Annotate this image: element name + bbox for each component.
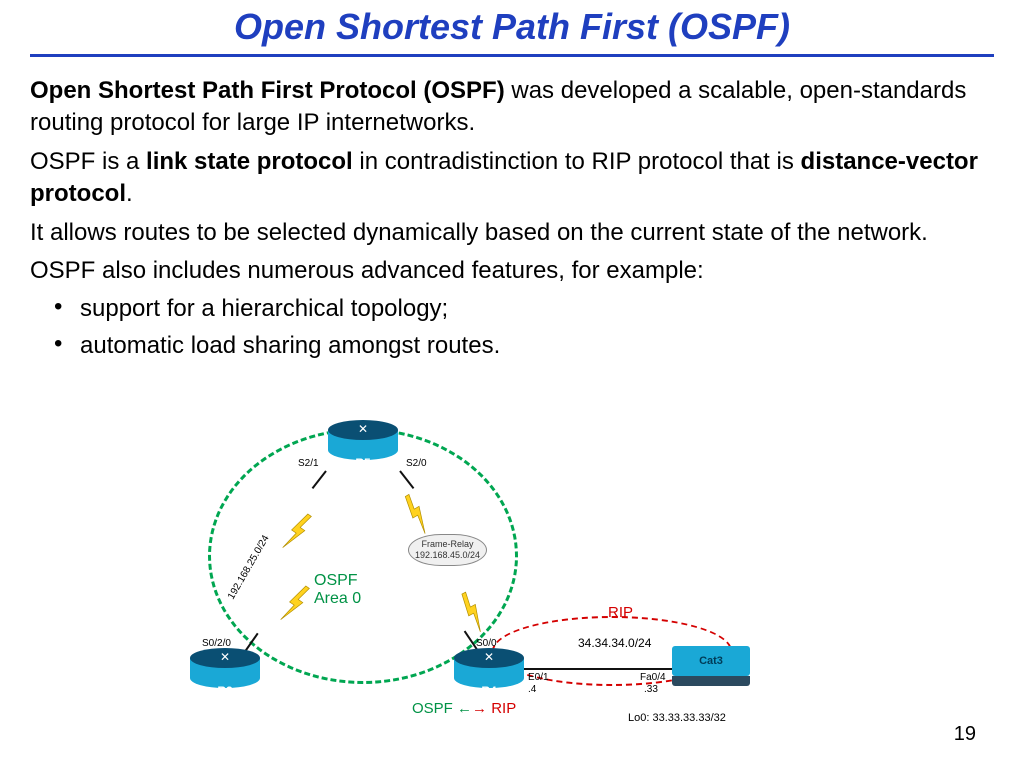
rip-label: RIP [608, 604, 633, 621]
list-item: support for a hierarchical topology; [54, 293, 994, 325]
switch-cat3: Cat3 [672, 646, 750, 686]
router-r4: ✕ R4 [454, 656, 524, 698]
page-title: Open Shortest Path First (OSPF) [30, 6, 994, 48]
ospf-area-label1: OSPF [314, 572, 358, 590]
network-diagram: Frame-Relay 192.168.45.0/24 ✕ R5 ✕ R2 ✕ … [190, 428, 790, 748]
ip-dot4: .4 [528, 684, 536, 695]
para-1: Open Shortest Path First Protocol (OSPF)… [30, 75, 994, 140]
ethernet-link [524, 668, 674, 670]
port-s21: S2/1 [298, 458, 319, 469]
ip-dot33: .33 [644, 684, 658, 695]
loopback-lo0: Lo0: 33.33.33.33/32 [628, 712, 726, 724]
router-r5-label: R5 [328, 456, 398, 470]
router-r2-label: R2 [190, 684, 260, 698]
cloud-line2: 192.168.45.0/24 [415, 550, 480, 561]
router-r4-label: R4 [454, 684, 524, 698]
router-icon: ✕ [328, 422, 398, 436]
switch-label: Cat3 [699, 655, 723, 667]
para-4: OSPF also includes numerous advanced fea… [30, 255, 994, 287]
para-2: OSPF is a link state protocol in contrad… [30, 146, 994, 211]
feature-list: support for a hierarchical topology; aut… [54, 293, 994, 362]
page-number: 19 [954, 723, 976, 746]
list-item: automatic load sharing amongst routes. [54, 330, 994, 362]
port-e01: E0/1 [528, 672, 549, 683]
port-fa04: Fa0/4 [640, 672, 666, 683]
port-s020: S0/2/0 [202, 638, 231, 649]
router-icon: ✕ [454, 650, 524, 664]
para-1-bold: Open Shortest Path First Protocol (OSPF) [30, 77, 511, 104]
frame-relay-cloud: Frame-Relay 192.168.45.0/24 [408, 534, 487, 566]
para-3: It allows routes to be selected dynamica… [30, 217, 994, 249]
ospf-area-label2: Area 0 [314, 590, 361, 608]
router-r5: ✕ R5 [328, 428, 398, 470]
port-s20: S2/0 [406, 458, 427, 469]
body-text: Open Shortest Path First Protocol (OSPF)… [30, 75, 994, 362]
router-r2: ✕ R2 [190, 656, 260, 698]
ospf-rip-redistribution: OSPF ←→ RIP [412, 700, 516, 717]
port-s00: S0/0 [476, 638, 497, 649]
cloud-line1: Frame-Relay [415, 539, 480, 550]
title-underline [30, 54, 994, 57]
router-icon: ✕ [190, 650, 260, 664]
subnet-right: 34.34.34.0/24 [578, 636, 651, 650]
